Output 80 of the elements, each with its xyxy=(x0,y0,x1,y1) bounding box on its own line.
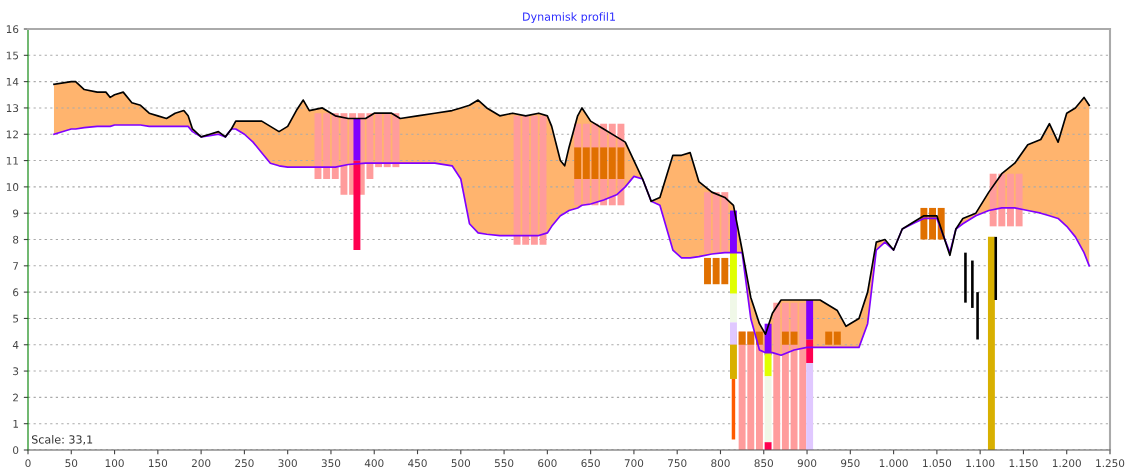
x-tick-label: 1.050 xyxy=(923,459,952,468)
x-tick-label: 650 xyxy=(581,459,600,468)
bar xyxy=(964,252,967,303)
bar xyxy=(833,331,841,345)
x-tick-label: 850 xyxy=(754,459,774,468)
bar xyxy=(764,376,772,443)
y-tick-label: 8 xyxy=(13,235,19,244)
x-tick-label: 700 xyxy=(624,459,644,468)
x-tick-label: 800 xyxy=(711,459,730,468)
x-tick-label: 350 xyxy=(321,459,341,468)
x-tick-label: 100 xyxy=(105,459,124,468)
y-tick-label: 4 xyxy=(12,341,19,349)
x-tick-label: 600 xyxy=(538,459,557,468)
y-tick-label: 3 xyxy=(13,367,19,376)
line-series xyxy=(53,124,1091,357)
x-tick-label: 150 xyxy=(149,459,168,468)
bar xyxy=(781,331,789,345)
y-tick-label: 11 xyxy=(6,156,19,165)
annotation: Scale: 33,1 xyxy=(31,435,93,445)
bar xyxy=(353,160,361,251)
bar xyxy=(971,260,974,308)
bar xyxy=(353,118,361,161)
x-tick-label: 200 xyxy=(191,459,211,468)
bar xyxy=(1015,173,1023,227)
y-tick-label: 5 xyxy=(13,314,19,323)
x-tick-label: 900 xyxy=(797,459,817,468)
x-tick-label: 0 xyxy=(25,459,31,468)
y-tick-label: 13 xyxy=(6,104,19,113)
y-tick-label: 2 xyxy=(13,393,18,402)
bar xyxy=(600,147,608,179)
x-tick-label: 550 xyxy=(494,459,514,468)
x-tick-label: 250 xyxy=(235,459,254,468)
bar xyxy=(806,363,814,450)
bar xyxy=(530,115,538,245)
y-tick-label: 1 xyxy=(13,420,19,428)
x-tick-label: 1.250 xyxy=(1096,459,1125,468)
bar xyxy=(994,236,998,301)
x-tick-label: 300 xyxy=(278,459,297,468)
bar xyxy=(730,322,737,345)
y-tick-label: 7 xyxy=(13,262,19,270)
x-tick-label: 950 xyxy=(841,459,860,468)
bar xyxy=(929,207,937,240)
y-tick-label: 0 xyxy=(13,446,19,455)
y-tick-label: 12 xyxy=(6,130,18,139)
bar xyxy=(806,300,814,340)
bar xyxy=(825,331,833,345)
x-tick-label: 1.100 xyxy=(966,459,995,468)
bar xyxy=(730,293,737,323)
bar xyxy=(730,210,737,253)
bar xyxy=(704,192,711,253)
y-tick-label: 10 xyxy=(6,183,19,191)
bar xyxy=(976,292,979,340)
bar xyxy=(987,236,995,450)
x-tick-label: 500 xyxy=(451,459,471,468)
bar xyxy=(574,147,582,179)
x-tick-label: 1.150 xyxy=(1009,459,1038,468)
x-tick-label: 750 xyxy=(668,459,687,468)
bar xyxy=(806,339,814,364)
bar xyxy=(764,352,772,377)
y-tick-label: 14 xyxy=(6,77,19,86)
x-tick-label: 1.000 xyxy=(879,459,908,468)
chart-title: Dynamisk profil1 xyxy=(523,12,615,23)
x-tick-label: 1.200 xyxy=(1052,459,1081,468)
y-tick-label: 9 xyxy=(13,209,19,218)
bar xyxy=(781,302,789,450)
bar xyxy=(773,302,781,450)
y-tick-label: 6 xyxy=(13,288,19,297)
x-tick-label: 50 xyxy=(65,459,78,468)
bar xyxy=(730,344,737,379)
bar xyxy=(582,147,590,179)
bar xyxy=(323,113,331,179)
bar xyxy=(790,331,798,345)
bar xyxy=(730,252,737,295)
bar xyxy=(375,113,383,168)
bar xyxy=(1006,173,1014,227)
bar xyxy=(704,257,711,285)
x-tick-label: 400 xyxy=(364,459,384,468)
x-tick-label: 450 xyxy=(408,459,427,468)
y-tick-label: 16 xyxy=(6,25,19,34)
y-tick-label: 15 xyxy=(6,51,19,60)
